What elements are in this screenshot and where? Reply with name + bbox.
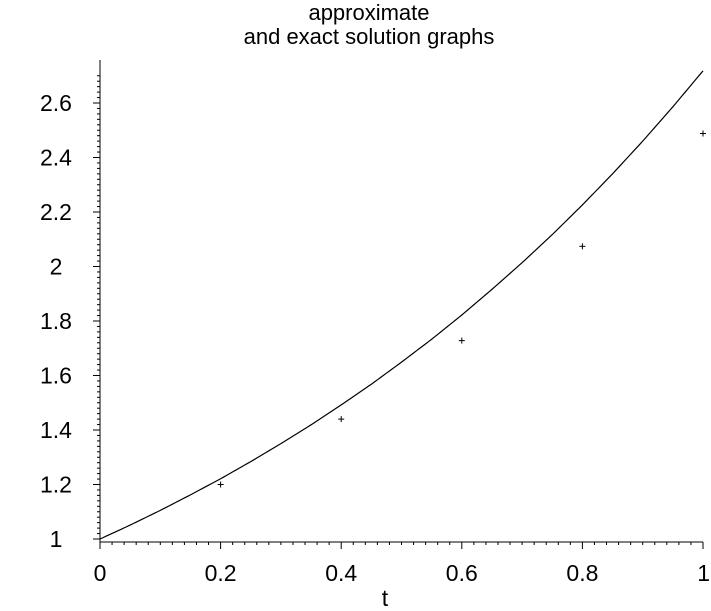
x-tick-label: 0 [94, 560, 107, 586]
approx-point [338, 416, 345, 423]
y-tick-label: 2 [50, 254, 63, 280]
x-tick-label: 1 [697, 560, 710, 586]
x-tick-label: 0.6 [446, 560, 478, 586]
chart-title-line-1: approximate [308, 0, 429, 25]
x-tick-label: 0.8 [566, 560, 598, 586]
y-tick-label: 1 [50, 526, 63, 552]
y-tick-label: 2.2 [40, 199, 72, 225]
y-tick-label: 1.4 [40, 417, 72, 443]
y-tick-label: 2.4 [40, 145, 72, 171]
chart-title-line-2: and exact solution graphs [244, 24, 495, 49]
x-tick-label: 0.4 [325, 560, 357, 586]
y-tick-label: 1.8 [40, 308, 72, 334]
y-tick-label: 1.2 [40, 472, 72, 498]
approx-point [458, 337, 465, 344]
x-tick-label: 0.2 [205, 560, 237, 586]
approx-point [700, 130, 706, 137]
series-layer [99, 70, 706, 540]
x-axis-ticks: 0 0.2 0.4 0.6 0.8 1 [94, 542, 710, 586]
x-axis-label: t [382, 585, 389, 611]
y-axis-ticks: 1 1.2 1.4 1.6 1.8 2 2.2 2.4 2.6 [40, 75, 100, 552]
approx-point [579, 243, 586, 250]
y-tick-label: 1.6 [40, 363, 72, 389]
y-tick-label: 2.6 [40, 90, 72, 116]
approx-point [217, 481, 224, 488]
exact-solution-line [99, 70, 704, 540]
axes [99, 60, 703, 543]
